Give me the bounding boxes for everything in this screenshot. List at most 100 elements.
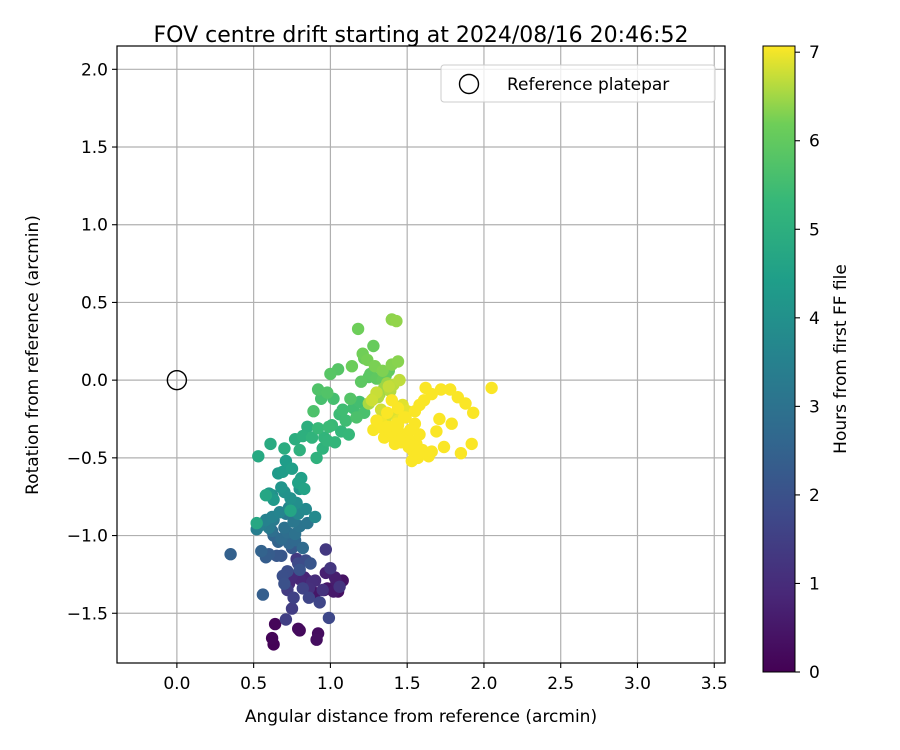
colorbar-tick-label: 0 [809, 663, 820, 683]
y-tick-label: 0.5 [81, 293, 108, 313]
scatter-point [342, 428, 355, 441]
scatter-point [391, 355, 405, 368]
scatter-point [296, 541, 309, 555]
y-tick-label: −1.5 [67, 604, 108, 624]
scatter-point [302, 591, 316, 604]
scatter-point [224, 548, 237, 561]
scatter-point [459, 397, 472, 410]
x-tick-label: 1.5 [394, 674, 421, 694]
scatter-point [390, 314, 403, 328]
data-points [224, 313, 498, 651]
scatter-point [293, 563, 306, 576]
x-tick-label: 0.5 [240, 674, 267, 694]
scatter-point [268, 617, 282, 631]
scatter-point [339, 414, 352, 427]
scatter-point [250, 516, 263, 530]
scatter-point [313, 596, 326, 609]
y-axis-ticks: 2.0 1.5 1.0 0.5 0.0 −0.5 −1.0 −1.5 [67, 60, 117, 624]
scatter-point [305, 431, 319, 444]
scatter-point [321, 386, 334, 399]
scatter-point [275, 481, 288, 494]
scatter-point [445, 417, 458, 430]
legend-box [440, 64, 716, 103]
scatter-point [385, 394, 398, 407]
x-tick-label: 1.0 [317, 674, 344, 694]
scatter-point [444, 383, 457, 396]
scatter-point [485, 381, 498, 395]
legend-label: Reference platepar [507, 75, 669, 95]
scatter-point [434, 383, 448, 396]
scatter-point [411, 447, 425, 460]
scatter-point [367, 339, 380, 353]
legend-marker-icon [458, 73, 480, 95]
scatter-point [316, 583, 329, 597]
scatter-point [344, 392, 357, 405]
scatter-point [402, 439, 415, 452]
scatter-point [304, 557, 317, 570]
colorbar-label: Hours from first FF file [831, 264, 851, 454]
scatter-point [430, 425, 443, 438]
scatter-point [365, 394, 379, 407]
scatter-point [308, 510, 322, 524]
scatter-point [413, 428, 426, 441]
y-tick-label: 0.0 [81, 371, 108, 391]
scatter-point [259, 489, 273, 502]
scatter-point [399, 411, 412, 424]
scatter-point [307, 405, 320, 418]
scatter-point [298, 482, 311, 496]
scatter-point [324, 367, 337, 381]
x-tick-label: 2.0 [470, 674, 497, 694]
scatter-point [264, 437, 277, 451]
scatter-point [284, 504, 297, 517]
scatter-point [382, 380, 395, 393]
scatter-point [252, 450, 265, 463]
scatter-point [292, 622, 305, 635]
y-tick-label: 1.5 [81, 138, 108, 158]
scatter-point [454, 447, 468, 460]
x-axis-ticks: 0.0 0.5 1.0 1.5 2.0 2.5 3.0 3.5 [163, 663, 728, 694]
scatter-point [336, 403, 349, 416]
scatter-point [299, 502, 312, 516]
scatter-point [322, 611, 336, 625]
scatter-point [393, 433, 406, 446]
plot-frame [116, 45, 726, 664]
y-axis-label: Rotation from reference (arcmin) [23, 215, 43, 495]
y-tick-label: 1.0 [81, 216, 108, 236]
scatter-point [285, 602, 299, 615]
y-tick-label: −1.0 [67, 527, 108, 547]
colorbar-tick-label: 3 [809, 397, 820, 417]
scatter-point [328, 436, 342, 449]
scatter-point [381, 406, 394, 419]
scatter-point [433, 412, 446, 426]
scatter-point [437, 440, 451, 454]
chart-title: FOV centre drift starting at 2024/08/16 … [154, 23, 689, 48]
colorbar-ticks: 0 1 2 3 4 5 6 7 [795, 43, 820, 683]
scatter-point [256, 588, 270, 601]
scatter-point [293, 443, 306, 457]
scatter-point [328, 571, 342, 584]
scatter-point [333, 580, 346, 593]
scatter-point [265, 631, 279, 645]
scatter-point [255, 544, 268, 558]
reference-platepar-marker [166, 369, 188, 391]
scatter-point [467, 406, 480, 419]
scatter-point [322, 420, 336, 433]
scatter-point [296, 582, 309, 595]
x-tick-label: 3.5 [701, 674, 728, 694]
scatter-point [285, 462, 299, 475]
colorbar-tick-label: 4 [809, 309, 820, 329]
scatter-point [465, 437, 478, 451]
scatter-point [351, 322, 365, 336]
y-tick-label: −0.5 [67, 449, 108, 469]
scatter-point [296, 429, 309, 443]
scatter-point [404, 423, 417, 437]
scatter-point [319, 543, 332, 556]
grid [117, 46, 725, 663]
colorbar-tick-label: 2 [809, 486, 820, 506]
x-tick-label: 2.5 [547, 674, 574, 694]
scatter-point [273, 506, 286, 519]
scatter-point [345, 360, 359, 373]
scatter-point [354, 375, 368, 388]
x-tick-label: 3.0 [624, 674, 651, 694]
